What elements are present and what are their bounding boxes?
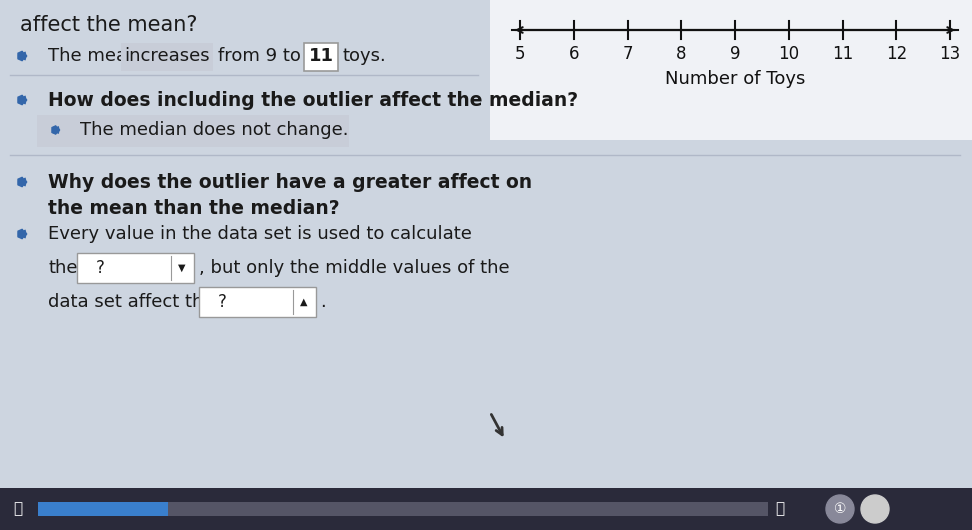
Text: 6: 6	[569, 45, 579, 63]
Polygon shape	[18, 229, 22, 239]
Polygon shape	[55, 126, 59, 134]
FancyBboxPatch shape	[121, 43, 213, 71]
Polygon shape	[18, 54, 22, 58]
Polygon shape	[52, 128, 55, 132]
Text: the: the	[48, 259, 78, 277]
Polygon shape	[22, 178, 27, 187]
Text: 11: 11	[832, 45, 853, 63]
Text: How does including the outlier affect the median?: How does including the outlier affect th…	[48, 91, 578, 110]
Text: .: .	[320, 293, 326, 311]
Text: 12: 12	[885, 45, 907, 63]
FancyBboxPatch shape	[0, 488, 972, 530]
Polygon shape	[18, 232, 22, 236]
Text: , but only the middle values of the: , but only the middle values of the	[199, 259, 509, 277]
Text: affect the mean?: affect the mean?	[20, 15, 197, 35]
Circle shape	[826, 495, 854, 523]
FancyBboxPatch shape	[490, 0, 972, 140]
Text: ①: ①	[834, 502, 847, 516]
FancyBboxPatch shape	[77, 253, 194, 283]
Text: increases: increases	[124, 47, 210, 65]
Text: 8: 8	[676, 45, 686, 63]
Text: 9: 9	[730, 45, 741, 63]
Text: toys.: toys.	[342, 47, 386, 65]
FancyBboxPatch shape	[38, 502, 768, 516]
FancyBboxPatch shape	[37, 115, 349, 147]
Polygon shape	[18, 95, 22, 105]
Polygon shape	[18, 177, 22, 187]
Polygon shape	[18, 98, 22, 102]
Text: ?: ?	[96, 259, 105, 277]
Text: ⏭: ⏭	[776, 501, 784, 517]
Polygon shape	[22, 95, 27, 104]
FancyBboxPatch shape	[38, 502, 168, 516]
Text: data set affect the: data set affect the	[48, 293, 215, 311]
Text: the mean than the median?: the mean than the median?	[48, 199, 339, 217]
Text: Number of Toys: Number of Toys	[665, 70, 805, 88]
Text: The median does not change.: The median does not change.	[80, 121, 349, 139]
Circle shape	[861, 495, 889, 523]
Text: ⏮: ⏮	[14, 501, 22, 517]
Text: 11: 11	[308, 47, 333, 65]
Text: from 9 to: from 9 to	[218, 47, 301, 65]
Polygon shape	[18, 180, 22, 184]
Text: Why does the outlier have a greater affect on: Why does the outlier have a greater affe…	[48, 172, 532, 191]
FancyBboxPatch shape	[199, 287, 316, 317]
Text: 5: 5	[515, 45, 525, 63]
Text: ▲: ▲	[300, 297, 308, 307]
Polygon shape	[22, 51, 27, 60]
Text: 7: 7	[622, 45, 633, 63]
Text: 13: 13	[939, 45, 960, 63]
Polygon shape	[22, 229, 27, 239]
Text: 10: 10	[779, 45, 799, 63]
Text: ?: ?	[218, 293, 226, 311]
FancyBboxPatch shape	[304, 43, 338, 71]
Text: ▼: ▼	[178, 263, 186, 273]
Polygon shape	[52, 126, 55, 134]
Text: Every value in the data set is used to calculate: Every value in the data set is used to c…	[48, 225, 471, 243]
Polygon shape	[18, 51, 22, 61]
Text: The mean: The mean	[48, 47, 138, 65]
